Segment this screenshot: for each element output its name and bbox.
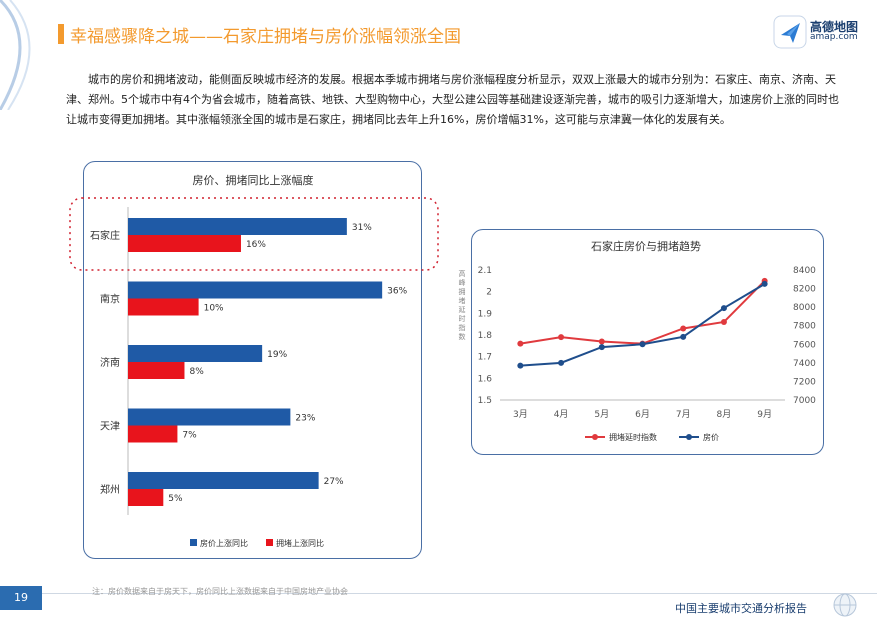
svg-text:指: 指 [459, 323, 466, 332]
page-title: 幸福感骤降之城——石家庄拥堵与房价涨幅领涨全国 [70, 27, 461, 47]
data-point [680, 325, 687, 332]
data-point [761, 280, 768, 287]
bar-value-label: 19% [267, 350, 287, 360]
data-point [517, 362, 524, 369]
intro-paragraph: 城市的房价和拥堵波动，能侧面反映城市经济的发展。根据本季城市拥堵与房价涨幅程度分… [66, 73, 839, 126]
left-axis-tick: 1.5 [478, 396, 492, 406]
bar-value-label: 23% [295, 414, 315, 424]
bar [128, 298, 199, 316]
x-axis-tick: 5月 [594, 409, 609, 420]
data-point [720, 305, 727, 312]
legend-marker [686, 434, 692, 440]
left-axis-tick: 1.8 [478, 331, 493, 341]
page-number: 19 [0, 586, 42, 610]
category-label: 南京 [100, 293, 120, 306]
right-axis-tick: 7600 [793, 340, 816, 350]
logo-url: amap.com [810, 32, 858, 42]
legend-label: 房价 [703, 432, 719, 442]
legend-marker [592, 434, 598, 440]
category-label: 天津 [100, 421, 120, 433]
right-axis-tick: 7400 [793, 359, 816, 369]
data-point [558, 359, 565, 366]
data-point [598, 344, 605, 351]
right-axis-tick: 7000 [793, 396, 816, 406]
data-source-note: 注：房价数据来自于房天下，房价同比上涨数据来自于中国房地产业协会 [92, 587, 348, 596]
category-label: 郑州 [100, 483, 120, 496]
bar [128, 281, 383, 299]
data-point [598, 338, 605, 345]
data-point [558, 334, 565, 341]
bar-value-label: 7% [182, 431, 197, 441]
legend-label: 房价上涨同比 [200, 538, 248, 548]
bar [128, 362, 185, 379]
bar-value-label: 27% [324, 477, 344, 487]
right-axis-tick: 8200 [793, 285, 816, 295]
title-accent-bar [58, 24, 64, 44]
left-axis-tick: 2 [486, 288, 492, 298]
series-line [520, 283, 766, 367]
right-axis-tick: 8000 [793, 303, 816, 313]
svg-text:峰: 峰 [459, 278, 466, 287]
amap-logo [773, 15, 807, 49]
category-label: 济南 [100, 356, 120, 369]
left-axis-tick: 2.1 [478, 266, 492, 276]
right-axis-tick: 7800 [793, 322, 816, 332]
svg-text:数: 数 [459, 332, 466, 341]
data-point [680, 333, 687, 340]
bar-value-label: 31% [352, 223, 372, 233]
svg-text:堵: 堵 [459, 296, 466, 305]
right-axis-tick: 7200 [793, 377, 816, 387]
bar-value-label: 5% [168, 494, 183, 504]
footer-divider [0, 593, 877, 594]
x-axis-tick: 3月 [513, 409, 528, 420]
legend-label: 拥堵上涨同比 [276, 538, 324, 548]
category-label: 石家庄 [90, 229, 120, 242]
left-axis-tick: 1.6 [478, 374, 493, 384]
left-axis-tick: 1.9 [478, 309, 493, 319]
left-axis-tick: 1.7 [478, 353, 492, 363]
legend-swatch [266, 539, 273, 546]
bar [128, 218, 347, 235]
bar [128, 489, 164, 506]
data-point [517, 340, 524, 347]
svg-text:高: 高 [459, 269, 466, 278]
svg-text:延: 延 [459, 305, 466, 314]
x-axis-tick: 6月 [635, 409, 650, 420]
data-point [639, 341, 646, 348]
logo-text: 高德地图 [810, 20, 859, 34]
bar-value-label: 16% [246, 240, 266, 250]
svg-text:时: 时 [459, 314, 466, 323]
data-point [720, 319, 727, 325]
bar-chart-title: 房价、拥堵同比上涨幅度 [193, 173, 314, 187]
corner-decoration [0, 0, 31, 110]
bar-value-label: 10% [204, 304, 224, 314]
legend-label: 拥堵延时指数 [609, 432, 657, 442]
bar [128, 235, 241, 252]
bar [128, 408, 291, 426]
line-chart-title: 石家庄房价与拥堵趋势 [591, 239, 701, 253]
x-axis-tick: 7月 [676, 409, 691, 420]
svg-text:拥: 拥 [459, 287, 466, 296]
right-axis-tick: 8400 [793, 266, 816, 276]
highlight-box [69, 197, 439, 271]
bar-value-label: 36% [387, 287, 407, 297]
bar [128, 345, 263, 362]
report-name: 中国主要城市交通分析报告 [675, 602, 807, 615]
globe-icon [833, 593, 857, 617]
bar-chart-legend: 房价上涨同比 拥堵上涨同比 [190, 538, 324, 548]
series-line [520, 280, 766, 345]
legend-swatch [190, 539, 197, 546]
bar [128, 425, 178, 443]
bar-value-label: 8% [189, 367, 204, 377]
x-axis-tick: 9月 [757, 409, 772, 420]
x-axis-tick: 8月 [717, 409, 732, 420]
bar [128, 472, 319, 489]
x-axis-tick: 4月 [554, 409, 569, 420]
